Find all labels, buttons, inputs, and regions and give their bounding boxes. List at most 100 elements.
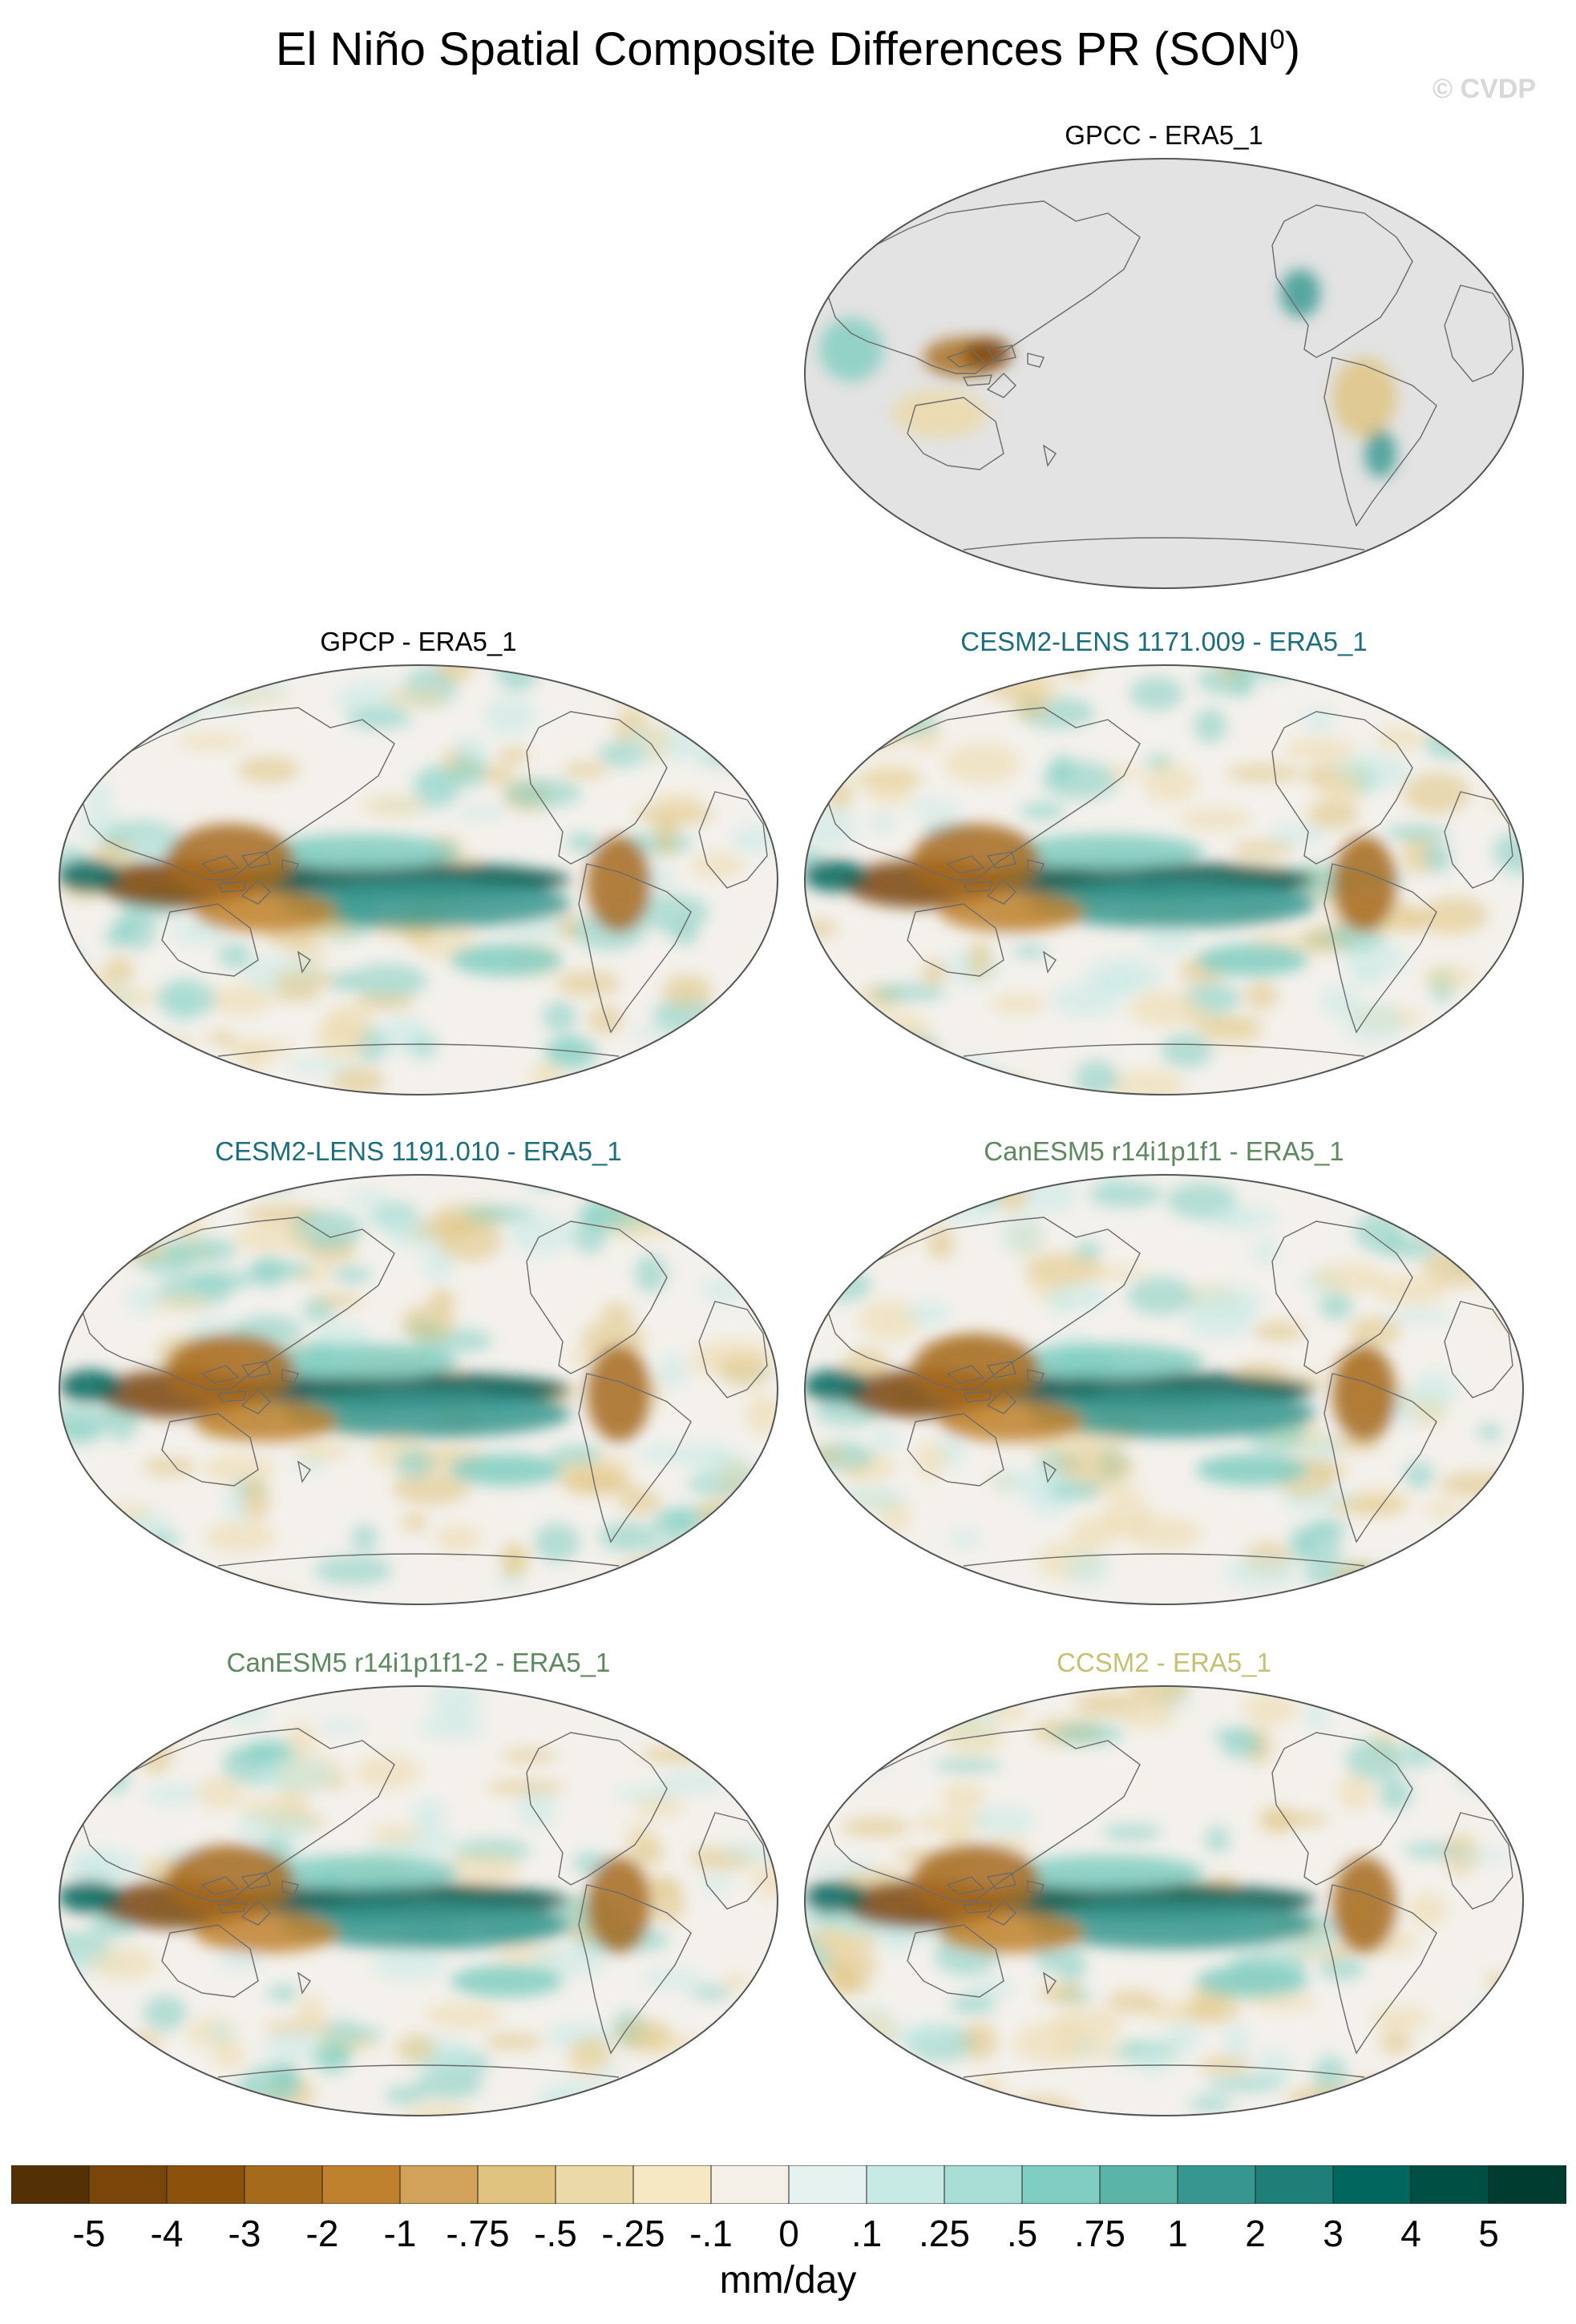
panel-gpcc: GPCC - ERA5_1 [795, 120, 1533, 593]
anomaly-patch [1283, 737, 1357, 761]
anomaly-patch [1345, 1739, 1407, 1781]
colorbar-swatch [399, 2165, 479, 2204]
coastline [986, 345, 1016, 362]
colorbar-swatch [166, 2165, 245, 2204]
anomaly-patch [234, 2080, 261, 2096]
coastline [1323, 863, 1437, 1034]
colorbar-tick-label: .75 [1074, 2213, 1125, 2254]
anomaly-patch [563, 762, 608, 778]
anomaly-patch [316, 2040, 352, 2066]
enso-feature [1028, 1390, 1316, 1438]
anomaly-patch [1052, 2007, 1123, 2044]
anomaly-patch [1178, 808, 1251, 831]
anomaly-patch [263, 2030, 333, 2062]
anomaly-patch [217, 942, 253, 970]
anomaly-patch [739, 1736, 765, 1767]
anomaly-patch [1448, 1848, 1511, 1863]
anomaly-patch [598, 1522, 657, 1552]
anomaly-patch [414, 765, 459, 807]
anomaly-patch [568, 665, 596, 678]
coastline [1271, 204, 1413, 358]
anomaly-patch [1438, 1043, 1514, 1085]
enso-feature [282, 1901, 571, 1949]
anomaly-patch [1421, 688, 1492, 704]
field-layer [805, 665, 1523, 1095]
colorbar-tick-label: -4 [150, 2213, 184, 2254]
coastline [986, 1389, 1016, 1414]
anomaly-patch [1012, 693, 1049, 720]
anomaly-patch [839, 689, 903, 725]
coastline [698, 1812, 768, 1910]
anomaly-patch [271, 970, 337, 988]
anomaly-patch [1231, 840, 1295, 857]
coastline [907, 1924, 1004, 1998]
enso-feature [266, 834, 459, 869]
anomaly-patch [689, 1536, 733, 1572]
anomaly-patch [355, 1754, 421, 1789]
anomaly-patch [196, 1777, 244, 1810]
anomaly-patch [1121, 1705, 1177, 1729]
anomaly-patch [842, 1817, 911, 1838]
anomaly-patch [385, 2085, 426, 2105]
anomaly-patch [1477, 1423, 1502, 1440]
anomaly-patch [210, 1076, 249, 1095]
land-anomaly [1332, 357, 1396, 438]
anomaly-patch [1164, 2021, 1202, 2052]
enso-feature [1012, 834, 1204, 869]
anomaly-patch [690, 853, 745, 879]
anomaly-patch [126, 2080, 189, 2107]
anomaly-patch [572, 1219, 607, 1254]
enso-feature [194, 892, 338, 932]
enso-feature [587, 836, 651, 932]
map-ccsm2 [804, 1685, 1524, 2116]
anomaly-patch [86, 780, 111, 810]
anomaly-patch [567, 2045, 605, 2079]
panel-cesm2-1171: CESM2-LENS 1171.009 - ERA5_1 [795, 627, 1533, 1099]
anomaly-patch [1319, 1957, 1365, 1980]
coastline [217, 1043, 620, 1057]
anomaly-patch [497, 747, 531, 764]
anomaly-patch [406, 2102, 475, 2116]
colorbar-tick-label: 1 [1167, 2213, 1188, 2254]
anomaly-patch [315, 1018, 369, 1059]
anomaly-patch [566, 832, 599, 853]
anomaly-patch [1507, 1701, 1523, 1735]
coastline [698, 791, 768, 889]
coastline [1027, 1369, 1045, 1384]
anomaly-patch [612, 1786, 679, 1801]
anomaly-patch [63, 665, 132, 694]
coastline [1323, 1373, 1437, 1543]
anomaly-patch [1048, 1479, 1101, 1501]
anomaly-patch [327, 971, 358, 991]
anomaly-patch [751, 1860, 778, 1898]
anomaly-patch [984, 1072, 1012, 1092]
anomaly-patch [1142, 763, 1198, 803]
colorbar-tick-label: .25 [919, 2213, 970, 2254]
coastline [1444, 1812, 1513, 1910]
anomaly-patch [235, 1810, 315, 1846]
anomaly-patch [59, 734, 101, 775]
enso-feature [451, 1965, 563, 1997]
anomaly-patch [805, 1584, 823, 1604]
anomaly-patch [977, 2075, 1004, 2099]
anomaly-patch [671, 1175, 737, 1194]
anomaly-patch [59, 1249, 92, 1291]
anomaly-patch [1476, 1028, 1523, 1045]
anomaly-patch [247, 1261, 313, 1280]
anomaly-patch [1053, 1723, 1125, 1745]
coastline [526, 711, 668, 865]
anomaly-patch [572, 1175, 605, 1190]
enso-feature [587, 1857, 651, 1953]
anomaly-patch [639, 1444, 680, 1463]
anomaly-patch [1491, 734, 1523, 775]
anomaly-patch [969, 1978, 1013, 1998]
anomaly-patch [866, 1217, 915, 1252]
anomaly-patch [699, 1455, 758, 1485]
anomaly-patch [1464, 1066, 1523, 1084]
anomaly-patch [1403, 772, 1470, 814]
anomaly-patch [1129, 990, 1200, 1027]
coastline [1027, 353, 1045, 368]
anomaly-patch [1450, 2032, 1521, 2075]
anomaly-patch [646, 1544, 724, 1559]
map-border [59, 1174, 778, 1605]
